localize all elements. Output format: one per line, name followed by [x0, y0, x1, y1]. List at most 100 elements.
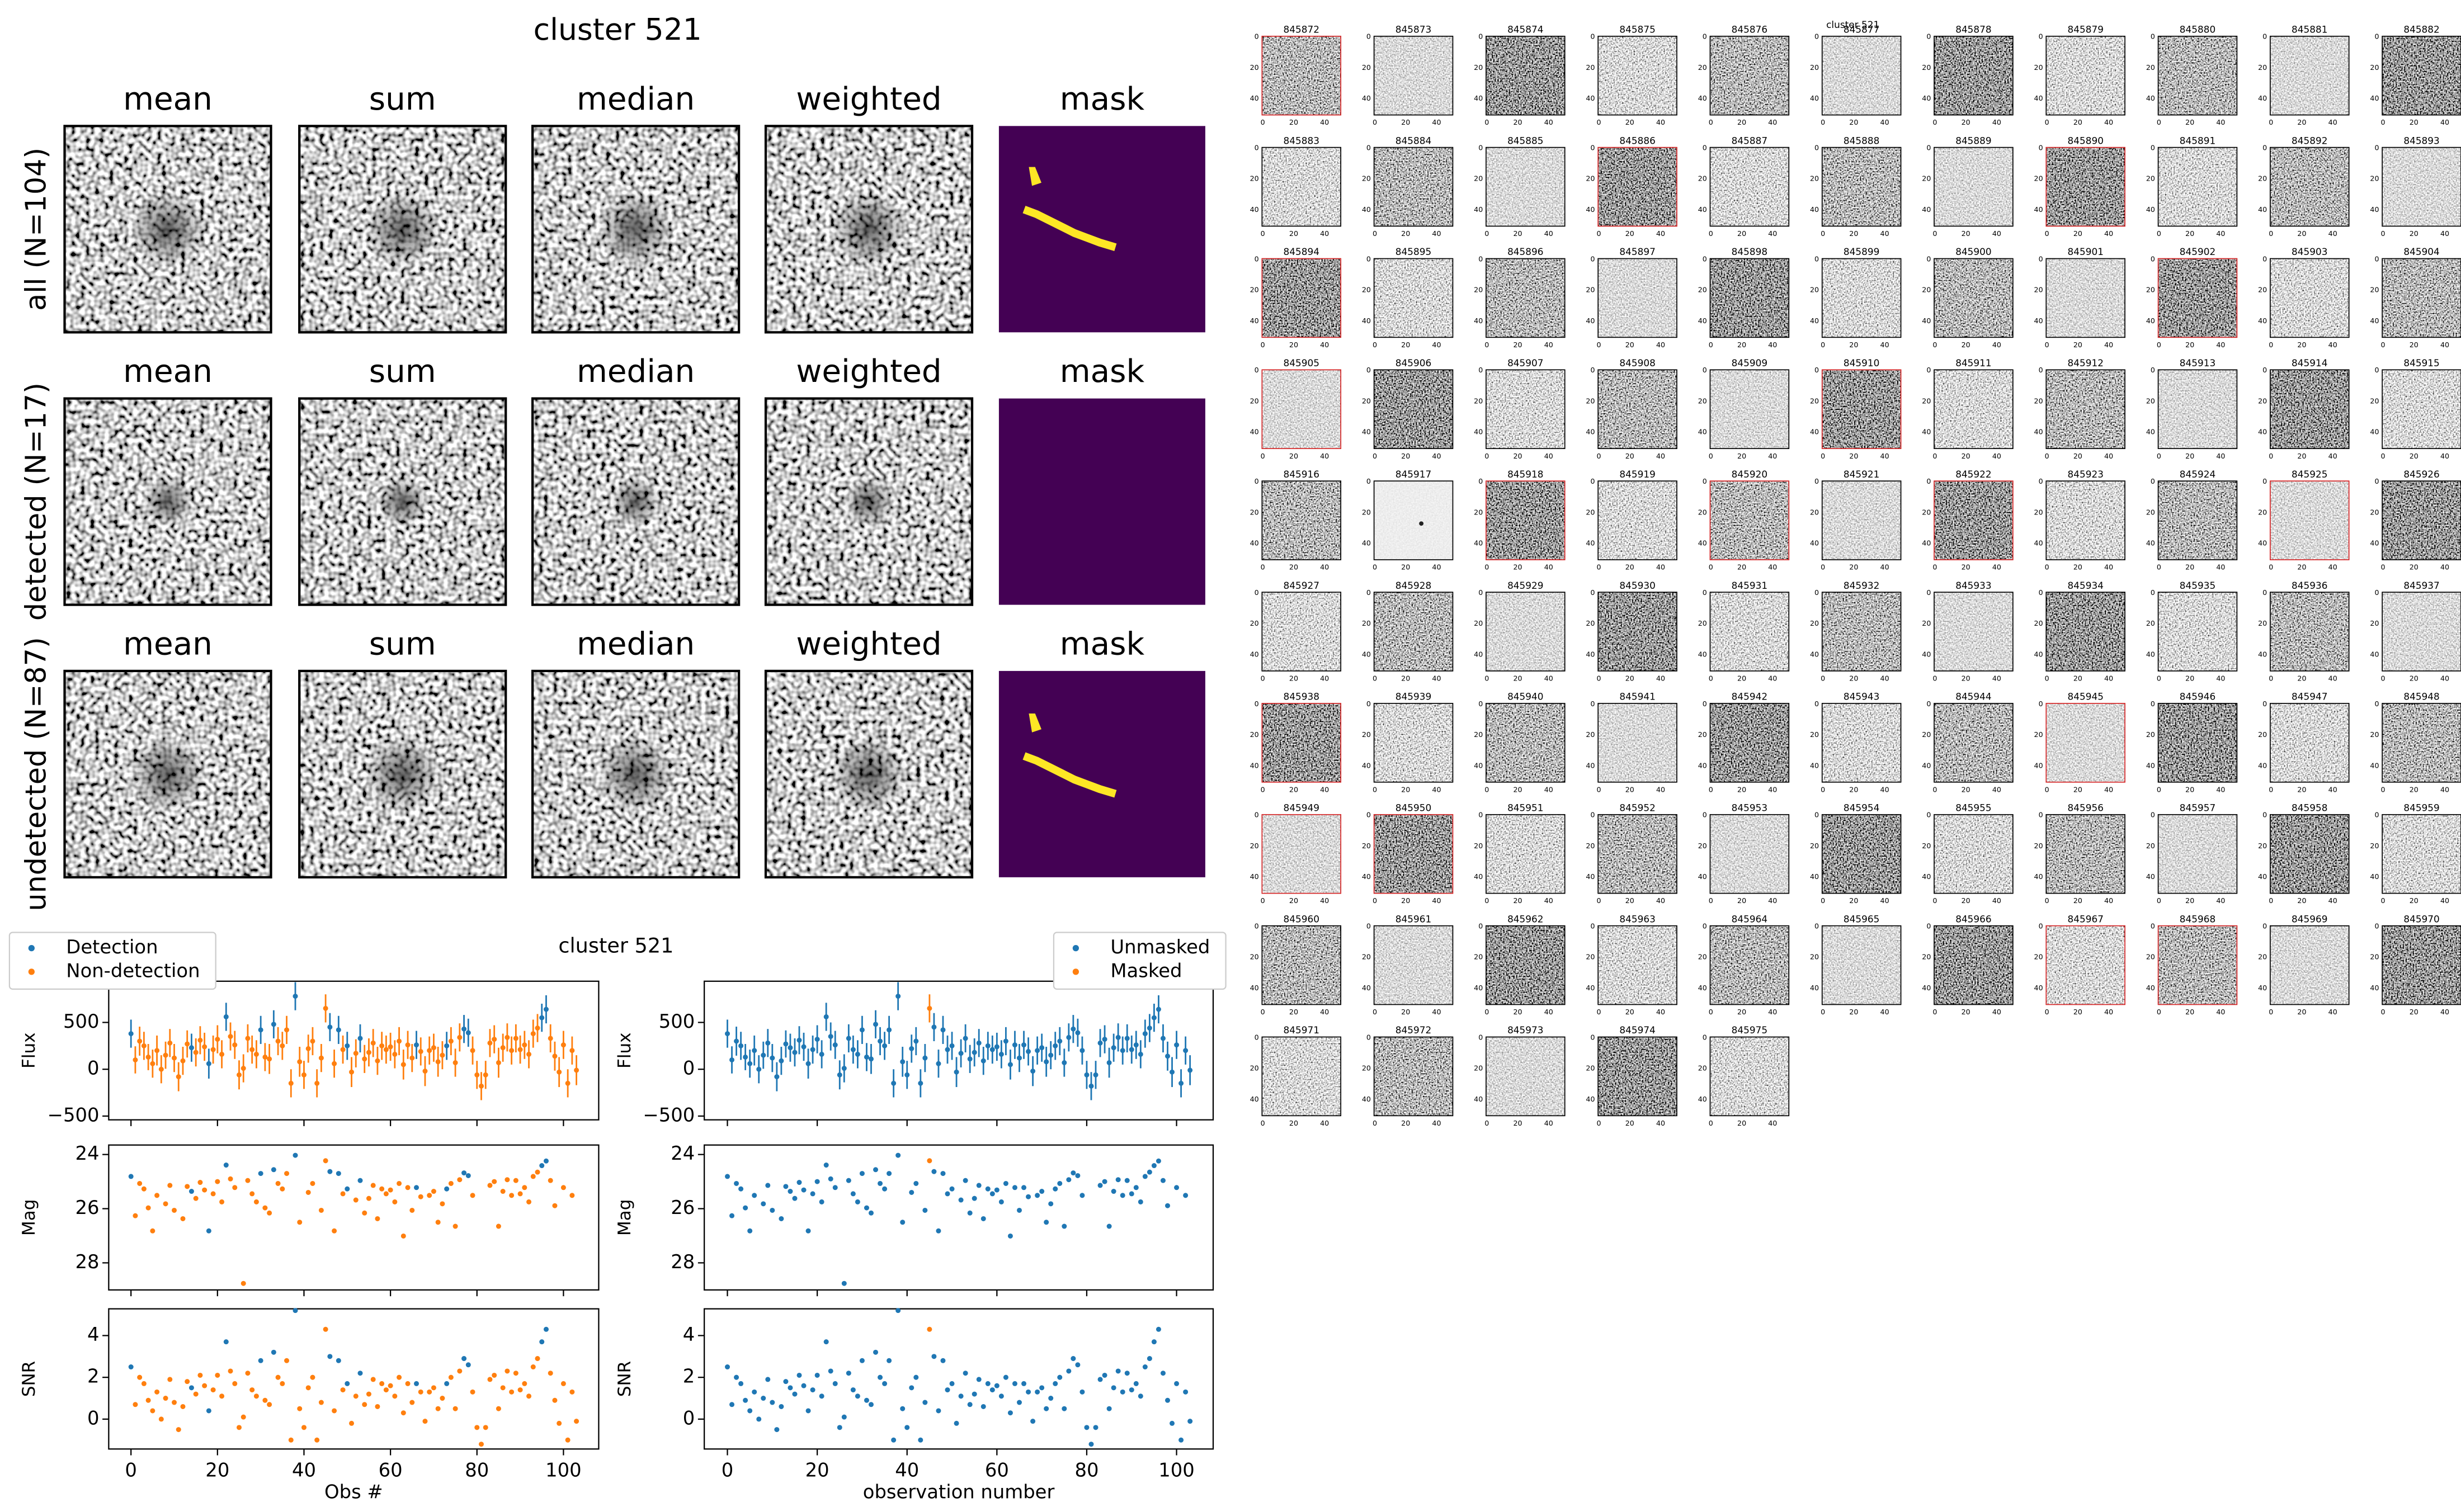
thumbnail-y-tick-label: 20 — [1474, 508, 1483, 516]
thumbnail-x-tick-label: 40 — [2216, 118, 2225, 126]
thumbnail-y-tick-label: 20 — [1922, 508, 1931, 516]
data-point — [267, 1402, 272, 1407]
thumbnail-x-tick-label: 20 — [1737, 785, 1746, 793]
thumbnail-y-tick-label: 40 — [1250, 761, 1259, 769]
thumbnail-id: 845890 — [2067, 135, 2103, 146]
thumbnail-image — [1374, 703, 1453, 782]
data-point — [1129, 1387, 1134, 1393]
thumbnail-y-tick-label: 20 — [1474, 953, 1483, 961]
data-point — [223, 1014, 229, 1019]
thumbnail-x-tick-label: 20 — [1401, 452, 1410, 460]
thumbnail-frame — [2382, 258, 2461, 338]
data-point — [569, 1048, 575, 1053]
y-tick-label: 28 — [75, 1251, 99, 1273]
data-point — [128, 1031, 134, 1037]
data-point — [513, 1178, 518, 1183]
data-point — [353, 1051, 359, 1056]
data-point — [1174, 1185, 1180, 1190]
thumbnail-x-tick-label: 20 — [2410, 896, 2418, 905]
thumbnail-x-tick-label: 40 — [1768, 452, 1777, 460]
thumbnail-x-tick-label: 0 — [2045, 896, 2049, 905]
thumbnail-image — [1710, 481, 1789, 560]
thumbnail-frame — [1373, 925, 1454, 1005]
data-point — [805, 1061, 811, 1066]
data-point — [253, 1051, 259, 1057]
thumbnail-frame — [2045, 592, 2125, 672]
thumbnail-title: cluster 521 — [1826, 19, 1879, 30]
data-point — [318, 1055, 324, 1061]
thumbnail-x-tick-label: 0 — [2269, 563, 2273, 571]
thumbnail-frame — [1373, 369, 1454, 450]
data-point — [332, 1061, 337, 1066]
data-point — [1111, 1045, 1116, 1051]
thumbnail-frame — [2045, 480, 2125, 560]
thumbnail-x-tick-label: 20 — [1401, 341, 1410, 349]
data-point — [332, 1408, 337, 1414]
data-point — [980, 1404, 986, 1409]
axes-frame — [108, 980, 600, 1121]
thumbnail-x-tick-label: 0 — [1484, 341, 1489, 349]
data-point — [927, 1326, 932, 1332]
data-point — [500, 1189, 506, 1194]
thumbnail-y-tick-label: 0 — [2374, 477, 2379, 485]
thumbnail-y-tick-label: 0 — [1814, 144, 1819, 152]
thumbnail-x-tick-label: 20 — [1849, 118, 1858, 126]
thumbnail-y-tick-label: 40 — [1250, 205, 1259, 214]
data-point — [241, 1066, 246, 1071]
thumbnail-image — [1262, 814, 1341, 894]
axes-frame — [704, 1144, 1214, 1291]
thumbnail-x-tick-label: 20 — [1401, 785, 1410, 793]
thumbnail-frame — [1821, 369, 1902, 450]
data-point — [810, 1191, 815, 1197]
thumbnail-x-tick-label: 40 — [1320, 118, 1329, 126]
thumbnail-id: 845933 — [1955, 580, 1991, 591]
thumbnail-x-tick-label: 0 — [1484, 1119, 1489, 1127]
data-point — [340, 1387, 346, 1393]
thumbnail-x-tick-label: 20 — [1962, 229, 1970, 238]
data-point — [388, 1383, 393, 1388]
data-point — [500, 1045, 506, 1051]
thumbnail-x-tick-label: 40 — [2104, 118, 2113, 126]
data-point — [814, 1372, 820, 1378]
thumbnail-frame — [2157, 147, 2238, 227]
data-point — [963, 1178, 968, 1183]
thumbnail-x-tick-label: 0 — [1261, 1119, 1265, 1127]
thumbnail-image — [1710, 703, 1789, 782]
data-point — [193, 1391, 199, 1397]
data-point — [505, 1177, 510, 1183]
thumbnail-frame — [2157, 35, 2238, 116]
thumbnail-id: 845966 — [1955, 913, 1991, 924]
thumbnail-y-tick-label: 20 — [1698, 842, 1707, 850]
thumbnail-y-tick-label: 20 — [2370, 619, 2379, 627]
thumbnail-frame — [1934, 925, 2014, 1005]
thumbnail-y-tick-label: 0 — [2374, 254, 2379, 263]
thumbnail-x-tick-label: 20 — [1625, 452, 1634, 460]
mask-image — [998, 670, 1205, 877]
cutout-row-label: detected (N=17) — [20, 382, 53, 621]
thumbnail-y-tick-label: 20 — [1474, 174, 1483, 183]
data-point — [1097, 1377, 1103, 1382]
thumbnail-image — [1934, 703, 2013, 782]
thumbnail-y-tick-label: 40 — [2146, 984, 2155, 992]
thumbnail-x-tick-label: 20 — [2185, 229, 2194, 238]
thumbnail-y-tick-label: 20 — [1250, 953, 1259, 961]
data-point — [349, 1420, 355, 1426]
data-point — [284, 1171, 290, 1176]
axes-frame — [704, 1308, 1214, 1450]
thumbnail-x-tick-label: 0 — [2381, 229, 2385, 238]
data-point — [210, 1047, 216, 1052]
thumbnail-frame — [1486, 703, 1566, 783]
cutout-source — [130, 191, 206, 267]
thumbnail-y-tick-label: 20 — [1250, 842, 1259, 850]
data-point — [228, 1368, 233, 1374]
data-point — [505, 1368, 510, 1374]
thumbnail-x-tick-label: 20 — [1289, 229, 1298, 238]
thumbnail-x-tick-label: 0 — [1709, 896, 1713, 905]
data-point — [492, 1037, 497, 1042]
x-tick-label: 20 — [205, 1459, 229, 1481]
data-point — [801, 1044, 807, 1050]
data-point — [405, 1185, 411, 1190]
data-point — [949, 1043, 955, 1048]
thumbnail-id: 845914 — [2292, 357, 2327, 368]
thumbnail-id: 845960 — [1284, 913, 1319, 924]
